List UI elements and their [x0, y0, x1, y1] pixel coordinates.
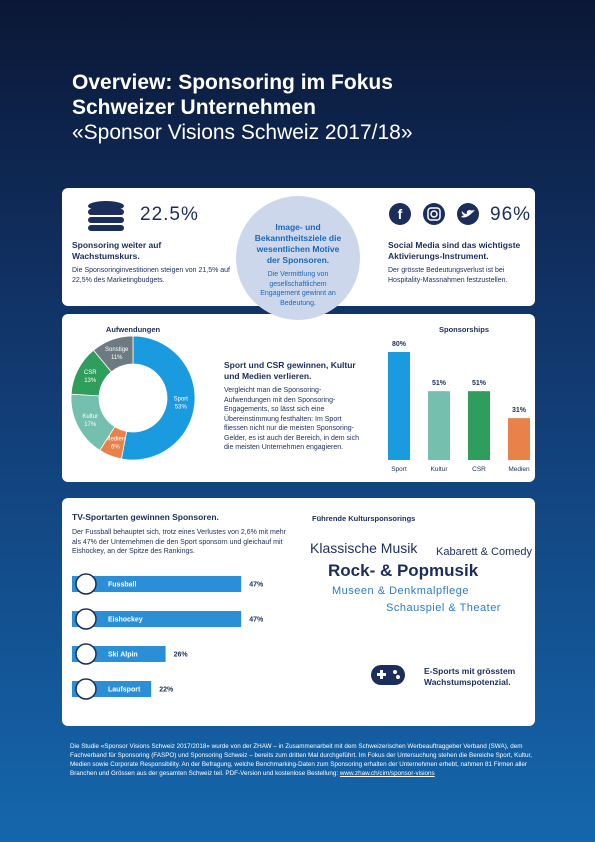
bar — [388, 352, 410, 460]
stat-value: 22.5% — [140, 204, 199, 225]
slice-value: 11% — [111, 355, 123, 361]
stat-heading: Social Media sind das wichtigste Aktivie… — [388, 240, 521, 261]
title-line: Overview: Sponsoring im Fokus — [72, 71, 393, 94]
culture-item: Kabarett & Comedy — [436, 546, 532, 558]
title: Overview: Sponsoring im Fokus Schweizer … — [72, 70, 532, 145]
subtitle: «Sponsor Visions Schweiz 2017/18» — [72, 121, 413, 144]
trend-text: Vergleicht man die Sponsoring-Aufwendung… — [224, 387, 360, 451]
tv-heading: TV-Sportarten gewinnen Sponsoren. — [72, 512, 219, 522]
slice-value: 17% — [84, 422, 97, 428]
slice-label: Kultur — [82, 414, 98, 420]
title-line: Schweizer Unternehmen — [72, 96, 316, 119]
hbar-category: Fussball — [108, 582, 136, 589]
motive-bubble: Image- und Bekanntheitsziele die wesentl… — [236, 196, 360, 320]
bar-value: 51% — [472, 380, 487, 387]
hbar-value: 26% — [174, 652, 189, 659]
footer-link[interactable]: www.zhaw.ch/cim/sponsor-visions — [339, 770, 435, 777]
bar — [508, 418, 530, 460]
sport-icon — [75, 678, 97, 700]
culture-item: Rock- & Popmusik — [328, 561, 479, 580]
social-icons: f — [389, 203, 479, 225]
hbar — [72, 611, 242, 627]
trend-heading: Sport und CSR gewinnen, Kultur und Medie… — [224, 360, 356, 381]
bar-value: 31% — [512, 407, 527, 414]
hbar-category: Laufsport — [108, 687, 141, 694]
culture-item: Schauspiel & Theater — [386, 602, 501, 614]
culture-item: Museen & Denkmalpflege — [332, 585, 469, 597]
pie-slice — [92, 335, 134, 373]
footer-text: Die Studie «Sponsor Visions Schweiz 2017… — [70, 743, 533, 777]
sport-icon — [75, 643, 97, 665]
slice-value: 13% — [84, 378, 97, 384]
chart-title: Sponsorships — [439, 325, 489, 334]
slice-value: 6% — [111, 445, 120, 451]
coins-icon — [88, 201, 124, 231]
sport-icon — [75, 573, 97, 595]
sport-icon — [75, 608, 97, 630]
bubble-heading: Image- und Bekanntheitsziele die wesentl… — [254, 222, 342, 265]
stat-heading: Sponsoring weiter auf Wachstumskurs. — [72, 240, 162, 261]
culture-item: Klassische Musik — [310, 540, 418, 556]
hbar-value: 47% — [249, 617, 264, 624]
hbar — [72, 576, 242, 592]
slice-label: Medien — [105, 437, 125, 443]
esports-text: E-Sports mit grösstem Wachstumspotenzial… — [424, 666, 516, 687]
bar-category: Kultur — [431, 466, 449, 473]
footer: Die Studie «Sponsor Visions Schweiz 2017… — [70, 742, 540, 778]
hbar-category: Eishockey — [108, 617, 143, 624]
bar-category: Medien — [508, 466, 530, 473]
slice-value: 53% — [175, 405, 188, 411]
hbar-category: Ski Alpin — [108, 652, 138, 659]
bar-category: CSR — [472, 466, 486, 473]
svg-text:f: f — [398, 206, 403, 222]
slice-label: Sport — [174, 397, 189, 403]
tv-text: Der Fussball behauptet sich, trotz eines… — [72, 529, 286, 555]
bar-value: 51% — [432, 380, 447, 387]
hbar-value: 22% — [159, 687, 174, 694]
pie-slice — [120, 335, 196, 461]
slice-label: CSR — [84, 370, 97, 376]
slice-label: Sonstige — [105, 347, 129, 353]
hbar-value: 47% — [249, 582, 264, 589]
gamepad-icon — [371, 665, 405, 685]
bubble-text: Die Vermittlung von gesellschaftlichem E… — [260, 271, 336, 307]
bar — [428, 391, 450, 460]
chart-title: Aufwendungen — [106, 325, 161, 334]
stat-value: 96% — [490, 204, 532, 225]
bar — [468, 391, 490, 460]
stat-text: Der grösste Bedeutungsverlust ist bei Ho… — [388, 267, 508, 284]
culture-title: Führende Kultursponsorings — [312, 514, 416, 523]
stat-text: Die Sponsoringinvestitionen steigen von … — [72, 267, 230, 284]
bar-category: Sport — [391, 466, 407, 473]
bar-value: 80% — [392, 341, 407, 348]
